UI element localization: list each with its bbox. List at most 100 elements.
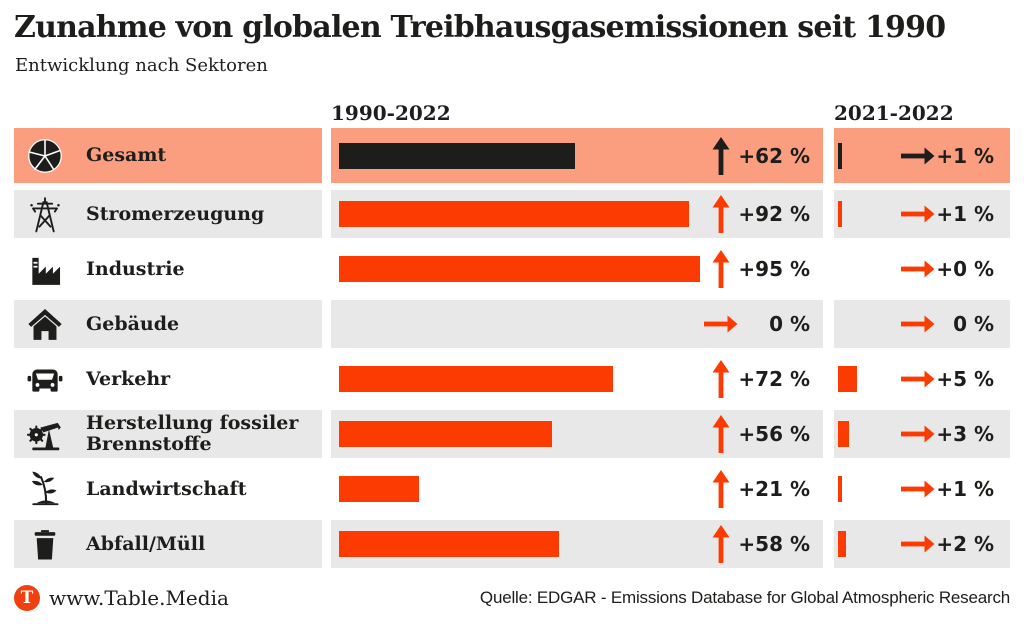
arrow-up-icon [699,250,743,288]
house-icon [24,305,66,343]
value-tick-bar [838,201,842,227]
arrow-right-icon [896,370,940,388]
brand: T www.Table.Media [14,585,229,611]
sector-row-factory: Industrie +95 % +0 % [14,245,1010,293]
sector-label: Herstellung fossiler Brennstoffe [86,412,299,455]
sector-label-cell: Gebäude [14,300,322,348]
sector-label-cell: Landwirtschaft [14,465,322,513]
change-1990-2022-value: 0 % [769,312,810,336]
change-1990-2022-cell: +95 % [331,245,823,293]
value-bar [339,476,419,502]
chart-title: Zunahme von globalen Treibhausgasemissio… [14,10,946,45]
sector-row-pie-chart: Gesamt +62 % +1 % [14,128,1010,183]
sector-row-trash-bin: Abfall/Müll +58 % +2 % [14,520,1010,568]
sector-label-cell: Abfall/Müll [14,520,322,568]
value-bar [339,421,552,447]
change-1990-2022-cell: +62 % [331,128,823,183]
value-tick-bar [838,421,849,447]
sector-row-house: Gebäude 0 % 0 % [14,300,1010,348]
change-2021-2022-value: +1 % [936,477,994,501]
sector-label: Verkehr [86,367,171,390]
change-1990-2022-value: +92 % [738,202,810,226]
change-2021-2022-value: +5 % [936,367,994,391]
arrow-right-icon [896,425,940,443]
chart-subtitle: Entwicklung nach Sektoren [15,55,268,76]
footer: T www.Table.Media Quelle: EDGAR - Emissi… [14,585,1010,611]
arrow-up-icon [699,525,743,563]
change-2021-2022-cell: +2 % [834,520,1010,568]
arrow-up-icon [699,195,743,233]
change-2021-2022-cell: +5 % [834,355,1010,403]
pie-chart-icon [24,137,66,175]
change-2021-2022-value: +2 % [936,532,994,556]
arrow-up-icon [699,360,743,398]
site-url: www.Table.Media [49,586,229,610]
change-1990-2022-value: +95 % [738,257,810,281]
sector-rows: Gesamt +62 % +1 % Stromerzeugung +92 % +… [14,128,1010,575]
value-tick-bar [838,366,857,392]
sector-row-sprout: Landwirtschaft +21 % +1 % [14,465,1010,513]
value-bar [339,531,559,557]
trash-bin-icon [24,525,66,563]
change-2021-2022-value: 0 % [953,312,994,336]
change-1990-2022-value: +58 % [738,532,810,556]
sector-label: Industrie [86,257,185,280]
sector-label: Stromerzeugung [86,202,265,225]
sector-label-cell: Herstellung fossiler Brennstoffe [14,410,322,458]
change-2021-2022-cell: +1 % [834,465,1010,513]
column-header-2021-2022: 2021-2022 [834,101,954,125]
arrow-up-icon [699,470,743,508]
sector-row-power-tower: Stromerzeugung +92 % +1 % [14,190,1010,238]
column-header-1990-2022: 1990-2022 [331,101,451,125]
change-1990-2022-value: +21 % [738,477,810,501]
change-1990-2022-value: +56 % [738,422,810,446]
sprout-icon [24,470,66,508]
value-tick-bar [838,476,842,502]
arrow-up-icon [699,415,743,453]
change-1990-2022-cell: +92 % [331,190,823,238]
arrow-right-icon [699,315,743,333]
sector-row-car: Verkehr +72 % +5 % [14,355,1010,403]
arrow-up-icon [699,136,743,175]
change-1990-2022-cell: 0 % [331,300,823,348]
change-2021-2022-cell: 0 % [834,300,1010,348]
arrow-right-icon [896,480,940,498]
value-bar [339,366,613,392]
table-media-logo-icon: T [14,585,40,611]
car-icon [24,360,66,398]
arrow-right-icon [896,260,940,278]
change-1990-2022-cell: +58 % [331,520,823,568]
arrow-right-icon [896,147,940,165]
power-tower-icon [24,195,66,233]
change-1990-2022-cell: +72 % [331,355,823,403]
source-note: Quelle: EDGAR - Emissions Database for G… [479,588,1010,607]
oil-pump-icon [24,415,66,453]
change-2021-2022-value: +1 % [936,202,994,226]
change-1990-2022-cell: +21 % [331,465,823,513]
arrow-right-icon [896,205,940,223]
change-2021-2022-value: +0 % [936,257,994,281]
value-tick-bar [838,142,842,169]
change-2021-2022-cell: +1 % [834,128,1010,183]
change-2021-2022-value: +1 % [936,143,994,168]
change-2021-2022-cell: +0 % [834,245,1010,293]
sector-label: Landwirtschaft [86,477,247,500]
factory-icon [24,250,66,288]
change-2021-2022-value: +3 % [936,422,994,446]
value-bar [339,256,700,282]
arrow-right-icon [896,535,940,553]
change-1990-2022-cell: +56 % [331,410,823,458]
sector-label-cell: Industrie [14,245,322,293]
sector-row-oil-pump: Herstellung fossiler Brennstoffe +56 % +… [14,410,1010,458]
value-tick-bar [838,531,846,557]
change-1990-2022-value: +72 % [738,367,810,391]
sector-label-cell: Verkehr [14,355,322,403]
value-bar [339,201,689,227]
sector-label: Abfall/Müll [86,532,206,555]
sector-label-cell: Gesamt [14,128,322,183]
sector-label: Gesamt [86,144,167,166]
sector-label-cell: Stromerzeugung [14,190,322,238]
change-1990-2022-value: +62 % [738,143,810,168]
change-2021-2022-cell: +1 % [834,190,1010,238]
